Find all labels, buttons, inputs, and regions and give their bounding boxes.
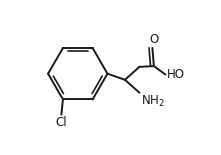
Text: O: O [150,33,159,46]
Text: NH$_2$: NH$_2$ [141,93,164,109]
Text: Cl: Cl [56,116,67,129]
Text: HO: HO [166,68,185,81]
